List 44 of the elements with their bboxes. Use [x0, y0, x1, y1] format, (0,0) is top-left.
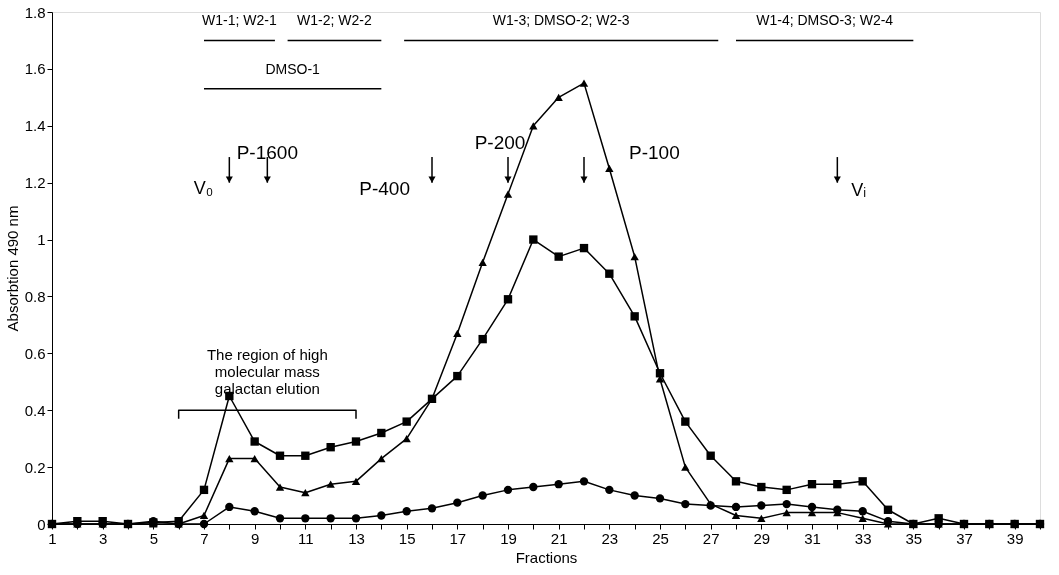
x-tick-label: 23	[601, 529, 619, 547]
annotation: P-100	[629, 141, 680, 163]
x-tick-label: 15	[398, 529, 416, 547]
x-tick-label: 35	[905, 529, 923, 547]
x-tick-label: 33	[854, 529, 872, 547]
series-label: W1-3; DMSO-2; W2-3	[492, 12, 630, 29]
series-label: W1-2; W2-2	[297, 12, 373, 29]
y-tick-label: 1.4	[24, 117, 46, 135]
x-tick-label: 7	[200, 529, 209, 547]
x-tick-label: 1	[48, 529, 57, 547]
annotation: V₀	[193, 177, 214, 198]
x-tick-label: 3	[98, 529, 108, 547]
series-label: DMSO-1	[265, 60, 321, 77]
x-tick-label: 37	[956, 529, 973, 547]
annotation: P-200	[474, 131, 526, 153]
y-tick-label: 0.6	[24, 344, 46, 362]
y-tick-label: 1.8	[24, 3, 46, 21]
x-tick-label: 9	[250, 529, 260, 547]
y-tick-label: 0	[37, 515, 46, 533]
y-tick-label: 1.6	[24, 60, 46, 78]
x-axis-title: Fractions	[515, 548, 578, 566]
annotation: P-400	[359, 177, 410, 199]
x-tick-label: 27	[702, 529, 720, 547]
x-tick-label: 31	[804, 529, 821, 547]
x-tick-label: 21	[550, 529, 568, 547]
x-tick-label: 29	[753, 529, 771, 547]
x-tick-label: 19	[500, 529, 517, 547]
annotation: Vᵢ	[851, 179, 867, 200]
x-tick-label: 5	[149, 529, 159, 547]
y-tick-label: 0.4	[24, 401, 46, 419]
y-tick-label: 1.2	[24, 174, 46, 192]
y-tick-label: 0.2	[24, 458, 46, 476]
y-tick-label: 0.8	[24, 287, 46, 305]
y-tick-label: 1	[37, 231, 46, 249]
series-label: The region of high molecular mass galactan elution	[206, 346, 328, 398]
x-tick-label: 13	[348, 529, 365, 547]
series-label: W1-1; W2-1	[202, 12, 278, 29]
x-tick-label: 25	[652, 529, 669, 547]
x-tick-label: 39	[1006, 529, 1024, 547]
series-label: W1-4; DMSO-3; W2-4	[756, 12, 894, 29]
x-tick-label: 11	[298, 529, 314, 547]
x-tick-label: 17	[449, 529, 467, 547]
y-axis-title: Absorbtion 490 nm	[3, 205, 21, 332]
annotation: P-1600	[236, 141, 298, 163]
